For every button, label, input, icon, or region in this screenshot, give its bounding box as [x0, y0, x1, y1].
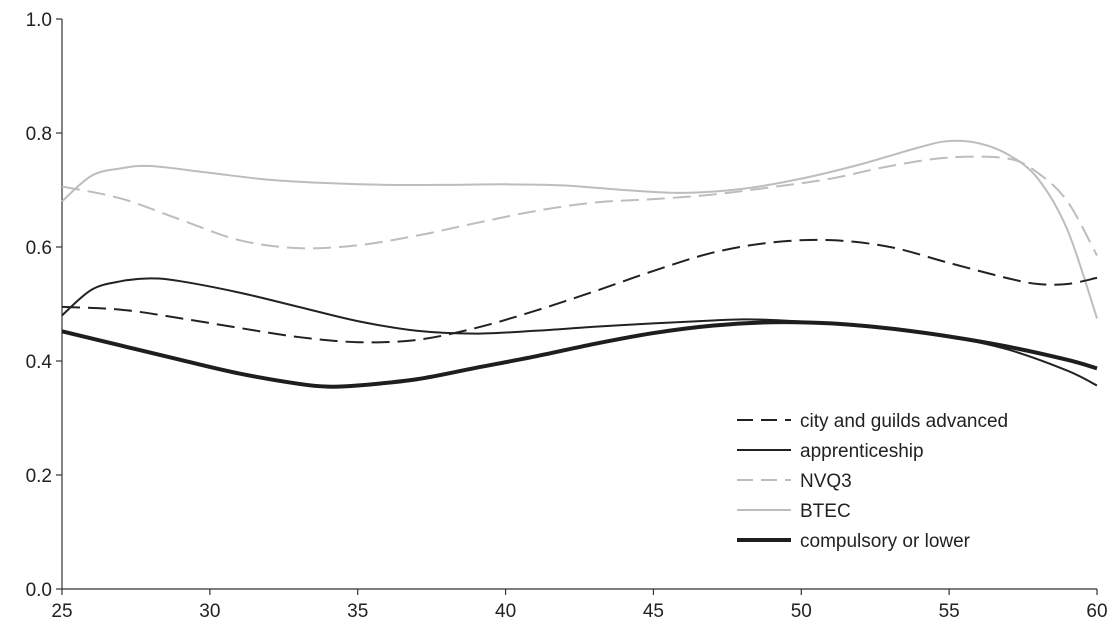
chart-legend: city and guilds advanced apprenticeship NV…: [737, 411, 1008, 552]
x-tick-label: 25: [51, 601, 72, 622]
x-tick-label: 40: [495, 601, 516, 622]
series-line-nvq3: [61, 155, 1098, 257]
x-tick-label: 45: [643, 601, 664, 622]
y-tick-label: 0.0: [26, 580, 52, 601]
y-tick-label: 0.4: [26, 352, 53, 373]
x-tick-label: 55: [939, 601, 960, 622]
y-tick-label: 1.0: [26, 10, 52, 31]
legend-label: BTEC: [800, 501, 851, 522]
x-tick-label: 30: [199, 601, 220, 622]
chart-axes: 0.0 0.2 0.4 0.6 0.8 1.0 25 30 35 40 45 50 55 60: [26, 10, 1108, 622]
series-line-city-and-guilds-advanced: [61, 238, 1098, 344]
y-tick-label: 0.6: [26, 238, 52, 259]
chart-series: [61, 139, 1098, 389]
series-line-btec: [61, 139, 1098, 319]
legend-label: NVQ3: [800, 471, 852, 492]
y-tick-label: 0.8: [26, 124, 52, 145]
legend-label: city and guilds advanced: [800, 411, 1008, 432]
x-tick-label: 60: [1086, 601, 1107, 622]
series-line-compulsory-or-lower: [61, 320, 1098, 389]
x-tick-label: 35: [347, 601, 368, 622]
y-tick-label: 0.2: [26, 466, 52, 487]
x-tick-label: 50: [791, 601, 812, 622]
legend-label: compulsory or lower: [800, 531, 971, 552]
legend-label: apprenticeship: [800, 441, 924, 462]
